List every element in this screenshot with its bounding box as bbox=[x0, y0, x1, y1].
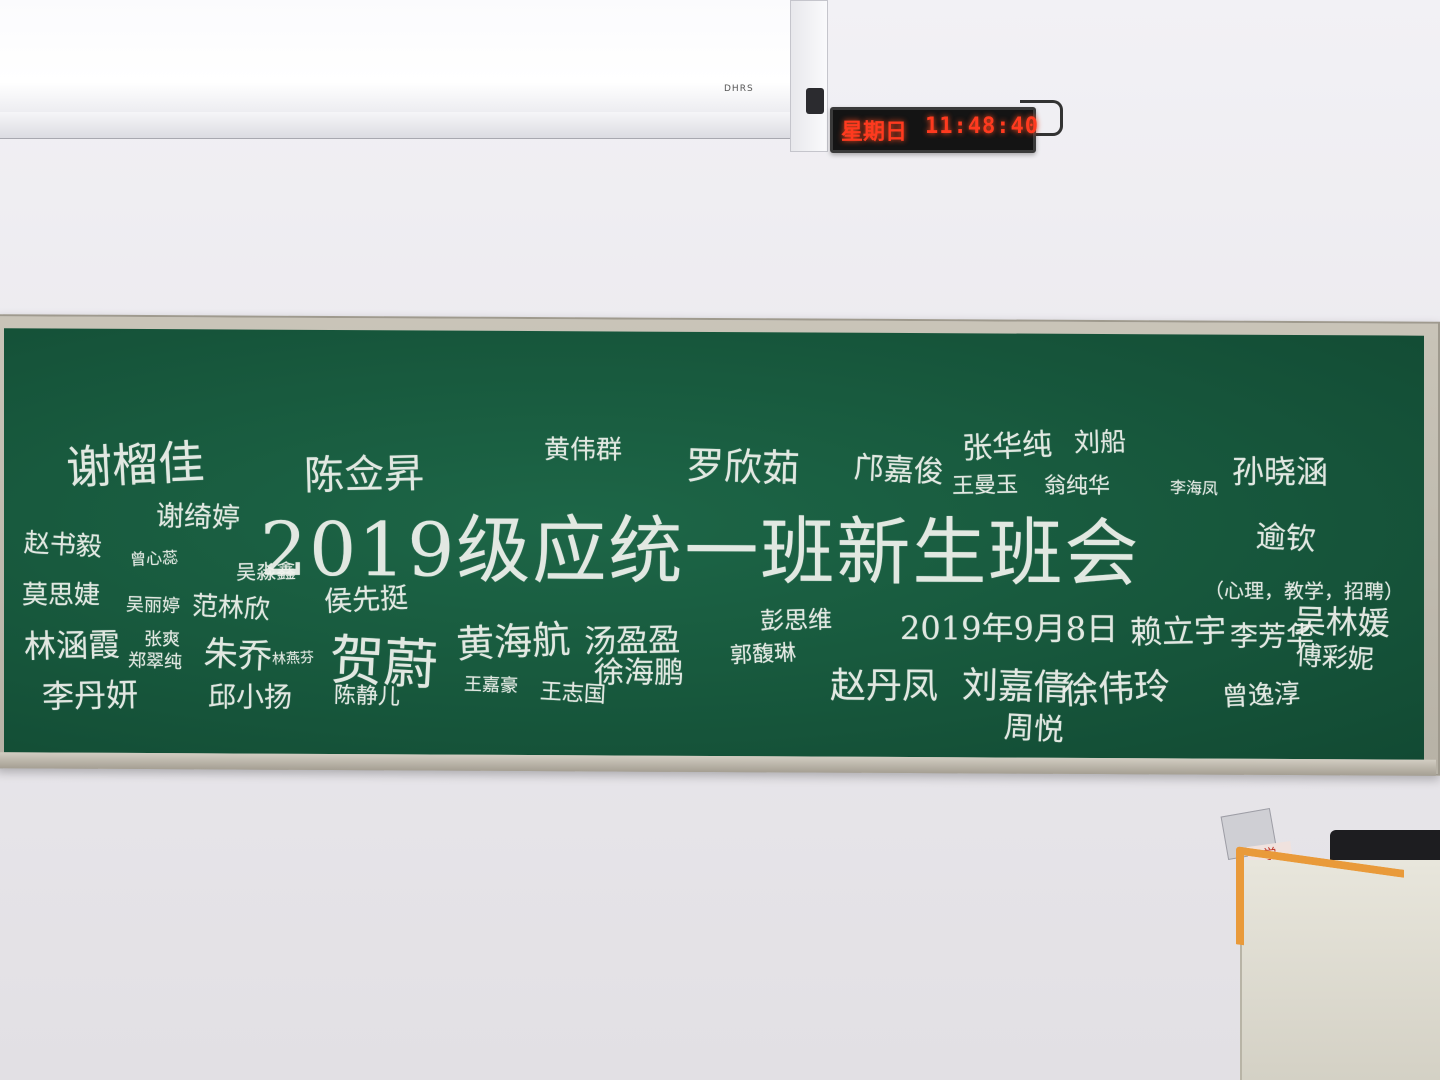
signature-name: 赵书毅 bbox=[23, 528, 103, 563]
signature-name: 谢绮婷 bbox=[155, 498, 241, 535]
signature-name: 朱乔 bbox=[202, 633, 273, 678]
signature-name: 张华纯 bbox=[961, 427, 1054, 467]
signature-name: 王曼玉 bbox=[951, 472, 1019, 500]
signature-name: 徐海鹏 bbox=[594, 655, 684, 691]
signature-name: 王嘉豪 bbox=[463, 673, 519, 697]
signature-name: 邝嘉俊 bbox=[852, 450, 945, 491]
signature-name: 傅彩妮 bbox=[1295, 641, 1375, 676]
signature-name: 李丹妍 bbox=[41, 675, 139, 716]
signature-name: 赵丹凤 bbox=[830, 665, 939, 708]
podium bbox=[1240, 860, 1440, 1080]
projector-screen-bar bbox=[0, 112, 820, 139]
signature-name: 李海凤 bbox=[1169, 477, 1219, 499]
signature-name: 曾逸淳 bbox=[1221, 679, 1301, 713]
chalkboard-frame: 2019级应统一班新生班会 2019年9月8日 （心理，教学，招聘） 谢榴佳 陈佥… bbox=[0, 314, 1440, 776]
signature-name: 莫思婕 bbox=[22, 580, 101, 611]
signature-name: 罗欣茹 bbox=[685, 443, 801, 491]
board-date: 2019年9月8日 bbox=[900, 608, 1119, 649]
signature-name: 孙晓涵 bbox=[1232, 452, 1329, 492]
signature-name: 陈佥昇 bbox=[303, 450, 425, 500]
signature-name: 侯先挺 bbox=[323, 581, 409, 619]
signature-name: 刘船 bbox=[1073, 427, 1127, 459]
projector-screen-housing bbox=[0, 0, 822, 121]
signature-name: 王志国 bbox=[539, 679, 607, 709]
clock-time: 11:48:40 bbox=[925, 114, 1039, 139]
signature-name: 翁纯华 bbox=[1044, 473, 1111, 500]
signature-name: 林涵霞 bbox=[23, 625, 121, 666]
signature-name: 逾钦 bbox=[1254, 519, 1317, 558]
signature-name: 彭思维 bbox=[759, 605, 833, 636]
signature-name: 范林欣 bbox=[191, 591, 271, 626]
projector-brand-label: DHRS bbox=[724, 84, 754, 94]
clock-cable bbox=[1020, 100, 1063, 136]
signature-name: 黄伟群 bbox=[544, 435, 623, 466]
power-adapter bbox=[806, 88, 824, 114]
projector-screen-bracket bbox=[790, 0, 828, 152]
led-clock: 星期日 11:48:40 bbox=[830, 107, 1039, 153]
signature-name: 曾心蕊 bbox=[129, 547, 179, 570]
signature-name: 郭馥琳 bbox=[729, 640, 797, 669]
chalkboard: 2019级应统一班新生班会 2019年9月8日 （心理，教学，招聘） 谢榴佳 陈佥… bbox=[4, 328, 1424, 760]
signature-name: 徐伟玲 bbox=[1061, 666, 1172, 713]
signature-name: 周悦 bbox=[1002, 709, 1065, 749]
signature-name: 林燕芬 bbox=[271, 649, 315, 668]
signature-name: 吴淼鑫 bbox=[235, 559, 297, 585]
clock-day: 星期日 bbox=[841, 120, 908, 145]
signature-name: 邱小扬 bbox=[208, 680, 293, 714]
signature-name: 贺蔚 bbox=[328, 628, 440, 698]
signature-names: 谢榴佳 陈佥昇 黄伟群 罗欣茹 邝嘉俊 张华纯 刘船孙晓涵谢绮婷赵书毅曾心蕊吴淼鑫莫思婕 吴丽… bbox=[4, 328, 1424, 748]
signature-name: 黄海航 bbox=[455, 617, 572, 667]
signature-name: 谢榴佳 bbox=[64, 434, 206, 496]
signature-name: 赖立宇 bbox=[1129, 611, 1227, 652]
signature-name: 吴丽婷 bbox=[125, 594, 181, 617]
